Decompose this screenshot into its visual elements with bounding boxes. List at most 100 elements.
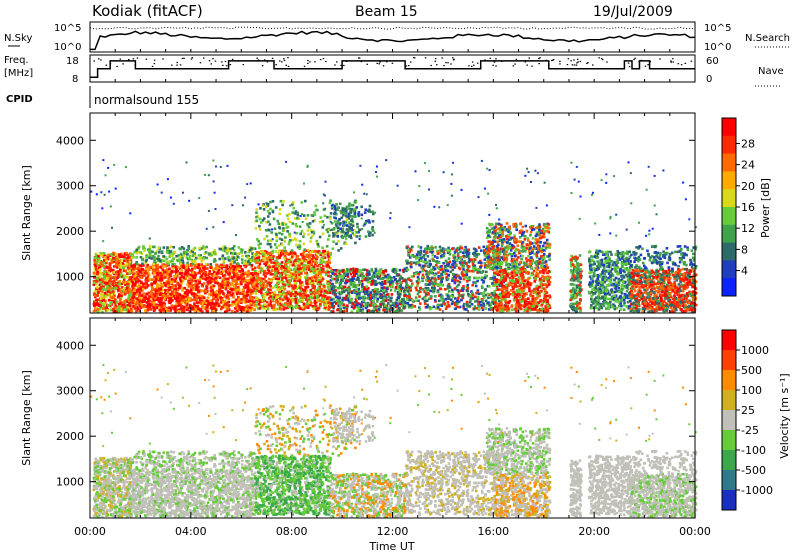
power-cell: [221, 254, 225, 257]
power-cell: [262, 281, 266, 285]
power-cell: [163, 259, 166, 263]
power-cell: [153, 258, 156, 262]
power-cell: [399, 281, 402, 284]
power-cell: [98, 289, 102, 293]
power-cell: [127, 290, 130, 294]
nave-dot: [634, 57, 636, 59]
nave-dot: [579, 60, 582, 63]
power-cell: [255, 219, 259, 223]
power-cell: [172, 294, 176, 298]
power-cell: [192, 298, 195, 302]
power-cell: [167, 285, 171, 289]
power-cell: [178, 247, 181, 250]
power-cell: [297, 270, 300, 274]
power-cell: [288, 213, 291, 216]
power-cell: [211, 307, 214, 311]
power-cell: [278, 231, 281, 235]
power-cell: [282, 297, 286, 301]
power-cell: [197, 309, 200, 312]
power-cell: [130, 264, 134, 267]
power-cell: [105, 282, 109, 285]
power-cell: [117, 307, 121, 310]
power-cell: [190, 292, 194, 296]
power-cell: [303, 305, 307, 308]
power-cell: [287, 242, 291, 246]
power-cell: [344, 297, 347, 300]
power-cell: [120, 261, 123, 265]
power-cell: [315, 269, 319, 273]
power-cell: [298, 245, 302, 248]
power-cell: [216, 272, 219, 275]
power-cell: [193, 254, 197, 258]
nave-dot: [453, 58, 455, 60]
power-cell: [148, 304, 151, 308]
power-cell: [193, 265, 197, 269]
power-cell: [94, 252, 97, 256]
power-cell: [218, 276, 222, 280]
power-cell: [108, 263, 112, 267]
nave-dot: [539, 57, 541, 59]
power-cell: [200, 259, 203, 263]
power-cell: [127, 306, 131, 309]
nave-dot: [238, 60, 240, 62]
power-cell: [190, 290, 193, 294]
power-cell: [310, 214, 314, 217]
power-cell: [232, 275, 235, 279]
nsearch-tick-bottom: 10^0: [704, 42, 731, 53]
power-cell: [277, 222, 280, 226]
nave-dot: [436, 64, 438, 66]
power-cell: [266, 242, 270, 246]
nave-dot: [524, 61, 527, 63]
power-cell: [112, 256, 115, 260]
power-cell: [300, 281, 304, 284]
power-cell: [109, 301, 112, 304]
power-cell: [333, 233, 336, 237]
power-cell: [279, 303, 283, 307]
nave-dot: [100, 59, 102, 61]
power-cell: [100, 271, 103, 275]
nave-dot: [360, 61, 363, 63]
power-cell: [255, 208, 258, 211]
power-cell: [119, 268, 122, 272]
nave-dot: [287, 57, 289, 59]
power-cell: [376, 297, 379, 301]
power-cell: [119, 307, 123, 311]
power-cell: [291, 238, 295, 242]
power-cell: [124, 269, 128, 273]
power-cell: [331, 277, 334, 281]
power-cell: [261, 287, 264, 290]
power-cell: [173, 275, 177, 278]
power-cell: [128, 282, 131, 286]
power-cell: [344, 237, 348, 241]
power-cell: [178, 286, 181, 289]
power-cell: [272, 217, 276, 221]
power-cell: [93, 276, 96, 279]
power-cell: [115, 282, 119, 286]
nave-dot: [242, 64, 245, 66]
power-cell: [224, 246, 227, 250]
power-cell: [228, 259, 231, 262]
nave-dot: [176, 61, 178, 64]
power-cell: [276, 256, 279, 259]
power-cell: [97, 274, 101, 278]
power-cell: [143, 295, 147, 298]
power-cell: [233, 265, 237, 269]
nave-dot: [577, 61, 579, 63]
power-cell: [216, 298, 220, 302]
power-cell: [284, 236, 287, 239]
power-cell: [484, 307, 488, 310]
power-cell: [97, 291, 100, 294]
nave-dot: [225, 65, 228, 67]
power-cell: [153, 256, 156, 259]
power-cell: [396, 292, 400, 296]
power-cell: [324, 299, 328, 303]
power-cell: [95, 262, 98, 266]
power-cell: [262, 253, 265, 256]
power-cell: [293, 281, 297, 285]
power-cell: [102, 251, 106, 255]
power-cell: [340, 285, 343, 288]
power-cell: [334, 272, 337, 276]
nave-dot: [109, 63, 112, 65]
power-cell: [103, 256, 107, 259]
power-cell: [163, 281, 166, 285]
